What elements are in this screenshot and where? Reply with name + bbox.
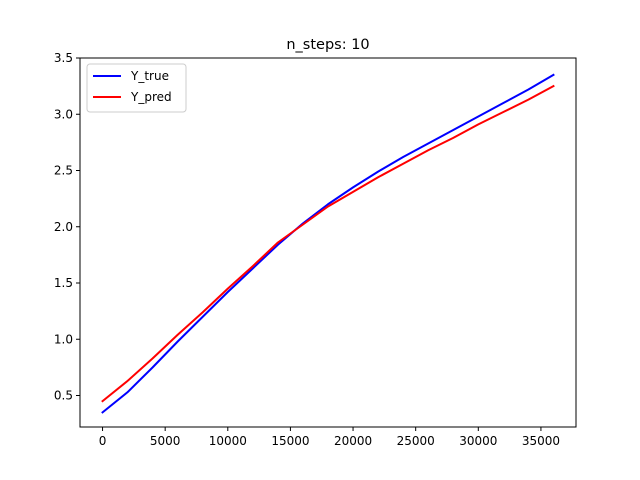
y-tick-label: 0.5 bbox=[54, 389, 73, 403]
x-tick-label: 10000 bbox=[209, 434, 247, 448]
x-tick-label: 15000 bbox=[271, 434, 309, 448]
x-tick-label: 35000 bbox=[522, 434, 560, 448]
series-line-y-true bbox=[101, 73, 555, 414]
series-line-y-pred bbox=[101, 84, 555, 403]
y-tick-label: 1.5 bbox=[54, 276, 73, 290]
legend: Y_true Y_pred bbox=[86, 63, 187, 113]
x-tick-label: 0 bbox=[99, 434, 107, 448]
x-tick-label: 5000 bbox=[150, 434, 181, 448]
y-tick-label: 1.0 bbox=[54, 332, 73, 346]
x-tick-label: 20000 bbox=[334, 434, 372, 448]
x-axis: 0 5000 10000 15000 20000 25000 30000 35000 bbox=[99, 427, 560, 448]
x-tick-label: 30000 bbox=[459, 434, 497, 448]
y-tick-label: 3.5 bbox=[54, 51, 73, 65]
legend-label-y-true: Y_true bbox=[130, 69, 169, 83]
plot-frame bbox=[79, 57, 577, 428]
chart-title: n_steps: 10 bbox=[286, 37, 369, 53]
x-tick-label: 25000 bbox=[397, 434, 435, 448]
y-tick-label: 2.5 bbox=[54, 164, 73, 178]
y-axis: 0.5 1.0 1.5 2.0 2.5 3.0 3.5 bbox=[54, 51, 80, 403]
y-tick-label: 2.0 bbox=[54, 220, 73, 234]
y-tick-label: 3.0 bbox=[54, 107, 73, 121]
series-layer bbox=[101, 73, 555, 414]
legend-label-y-pred: Y_pred bbox=[130, 90, 172, 104]
